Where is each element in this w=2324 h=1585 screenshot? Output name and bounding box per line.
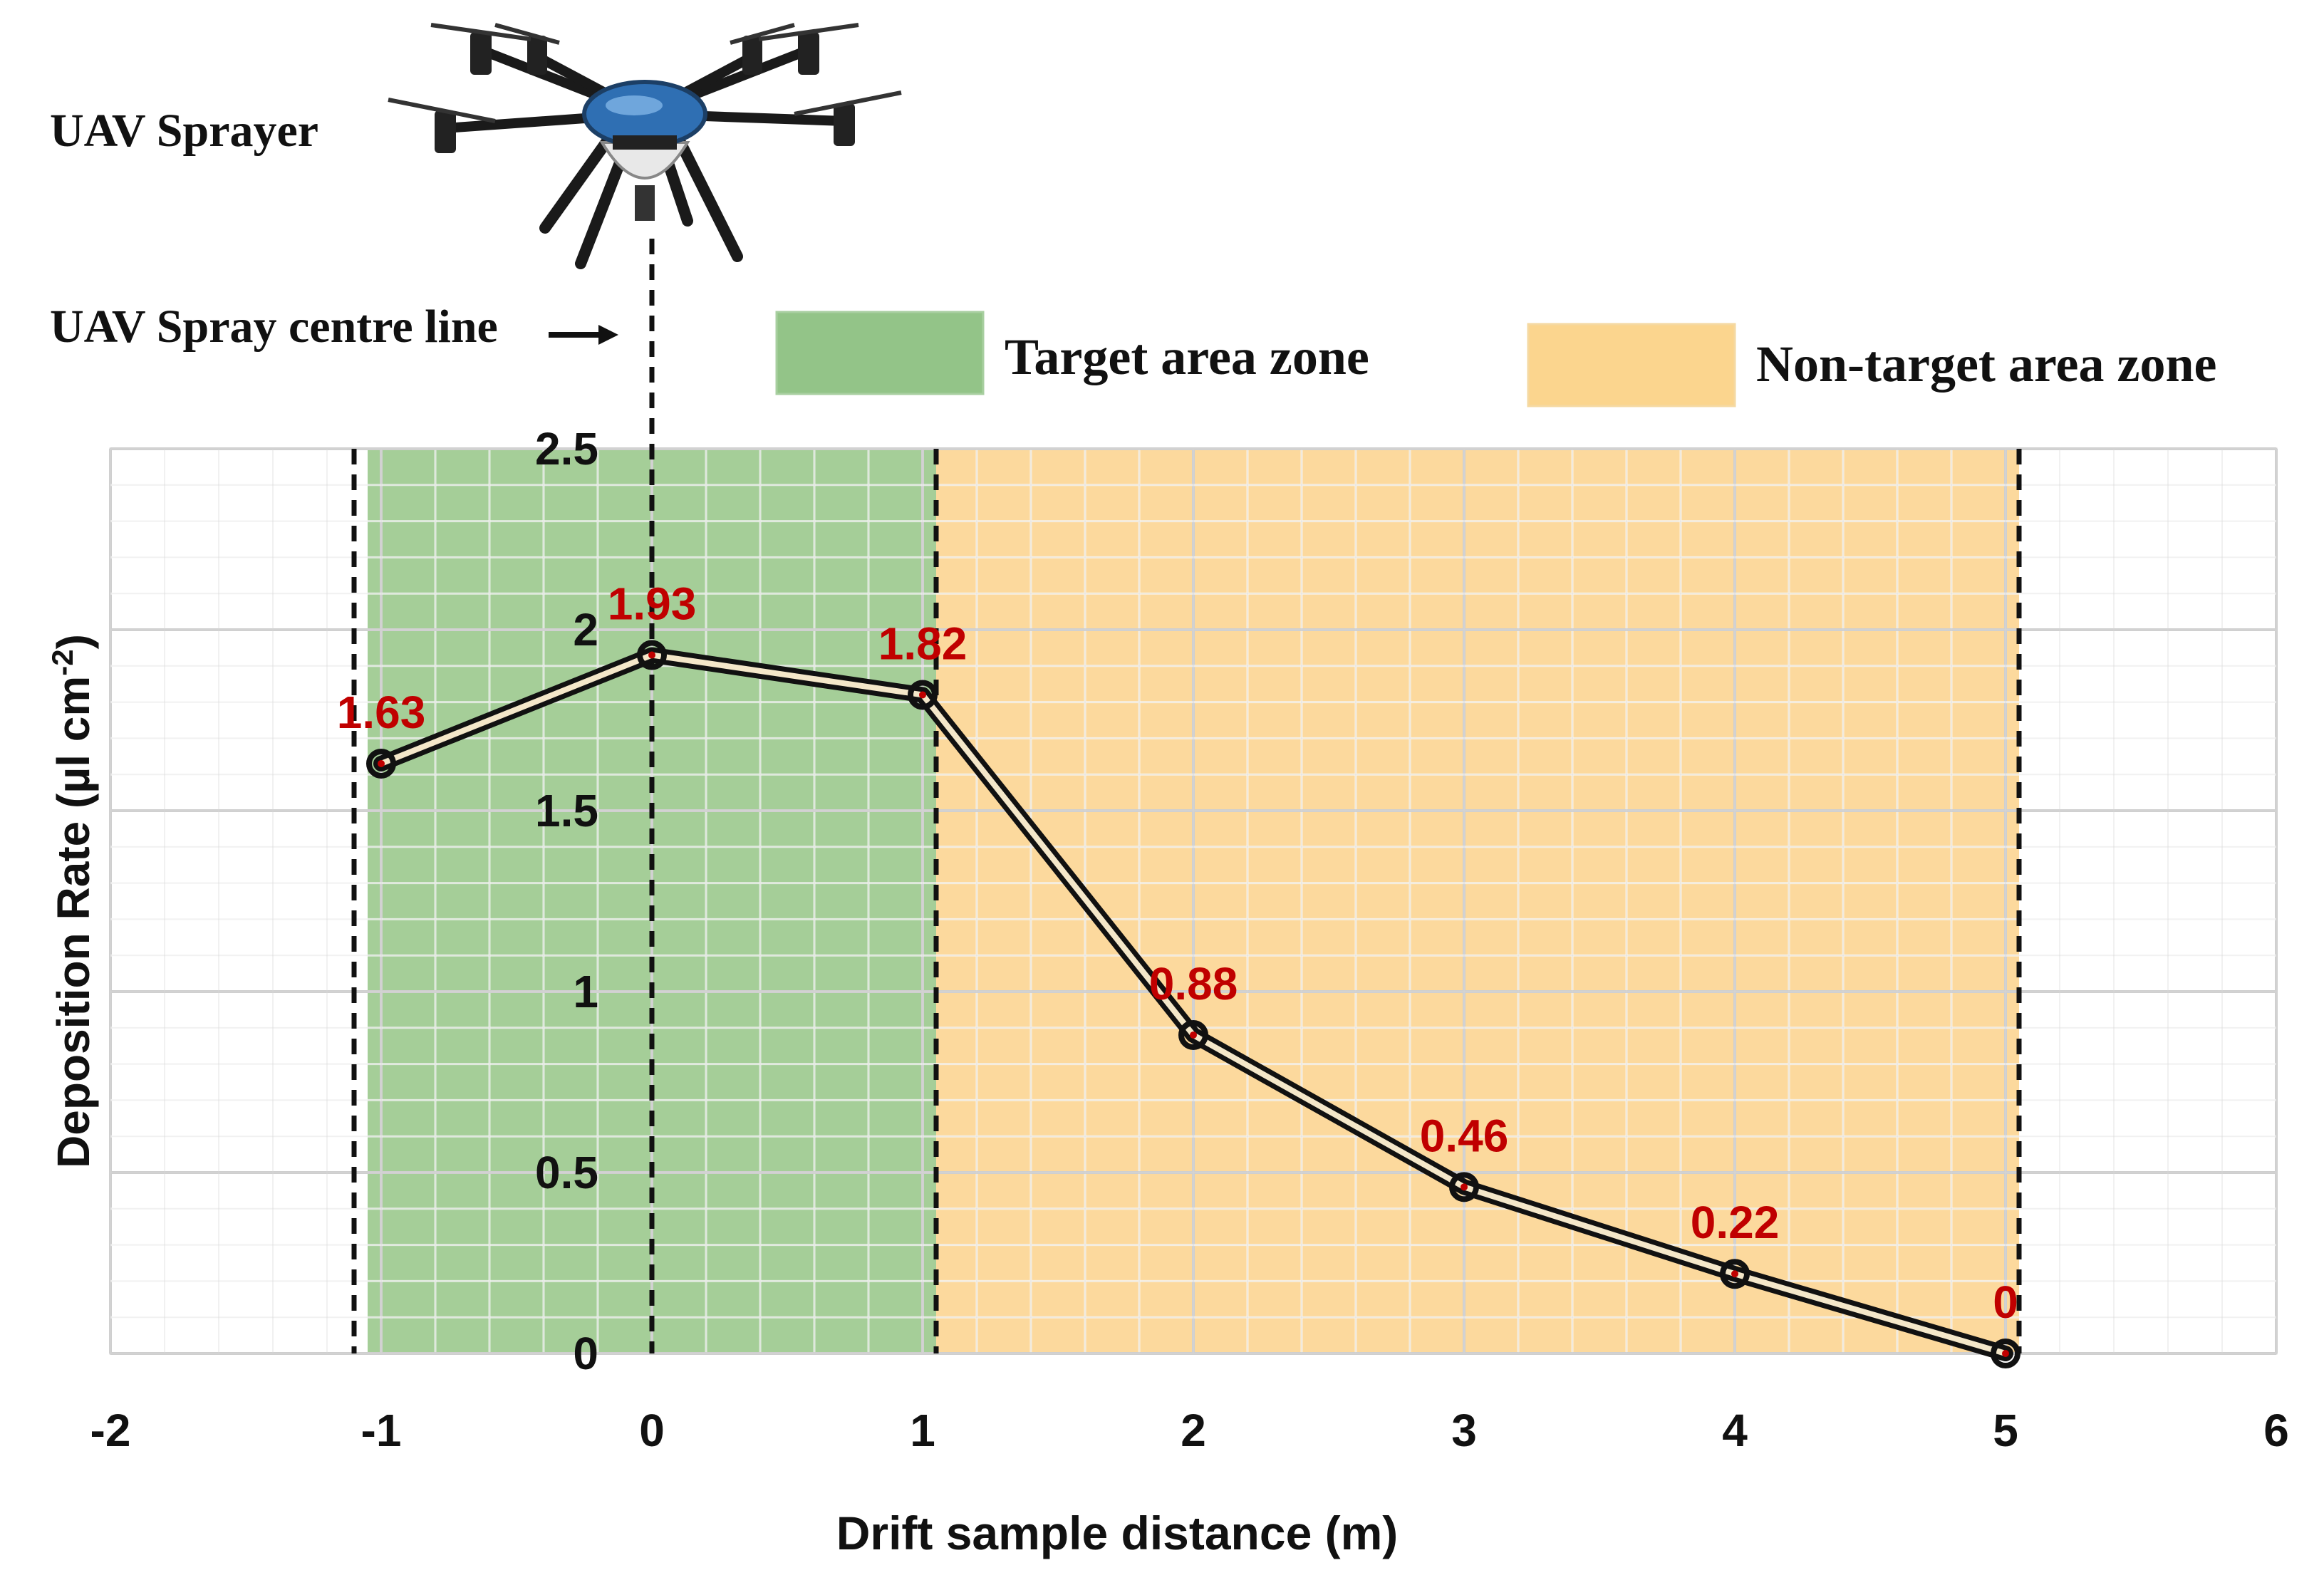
data-point bbox=[1991, 1339, 2020, 1368]
data-label: 0.88 bbox=[1149, 958, 1238, 1009]
y-tick-label: 1.5 bbox=[535, 785, 598, 836]
y-tick-label: 2.5 bbox=[535, 423, 598, 474]
legend: Target area zone Non-target area zone bbox=[775, 311, 2216, 407]
non-target-zone bbox=[936, 449, 2019, 1353]
uav-sprayer-label: UAV Sprayer bbox=[50, 105, 318, 157]
legend-label-target: Target area zone bbox=[1005, 328, 1369, 385]
y-axis-title-sup: -2 bbox=[46, 649, 79, 675]
data-point bbox=[1449, 1172, 1479, 1202]
data-point-center bbox=[1731, 1270, 1738, 1278]
spray-centre-line-label: UAV Spray centre line bbox=[50, 301, 498, 353]
y-axis-title-main: Deposition Rate (µl cm bbox=[48, 676, 99, 1168]
data-point-center bbox=[919, 691, 926, 699]
data-point-center bbox=[1461, 1183, 1468, 1191]
data-point-center bbox=[648, 651, 655, 659]
data-label: 1.93 bbox=[608, 578, 697, 630]
legend-label-non-target: Non-target area zone bbox=[1756, 336, 2216, 393]
data-label: 1.82 bbox=[878, 618, 968, 669]
data-point-center bbox=[1190, 1031, 1197, 1039]
reference-lines bbox=[351, 239, 2022, 1353]
x-tick-label: 4 bbox=[1722, 1405, 1748, 1456]
y-tick-label: 0 bbox=[573, 1328, 598, 1379]
legend-swatch-non-target bbox=[1527, 323, 1736, 407]
grid-layer bbox=[109, 447, 2278, 1355]
y-tick-label: 0.5 bbox=[535, 1147, 598, 1198]
data-point-center bbox=[2002, 1350, 2009, 1357]
data-point bbox=[1720, 1259, 1750, 1289]
data-labels: 1.63 1.93 1.82 0.88 0.46 0.22 0 bbox=[337, 578, 2018, 1328]
y-tick-label: 1 bbox=[573, 966, 598, 1017]
x-tick-label: -1 bbox=[361, 1405, 402, 1456]
x-tick-label: 6 bbox=[2263, 1405, 2289, 1456]
legend-swatch-target bbox=[775, 311, 985, 395]
x-tick-label: 1 bbox=[910, 1405, 935, 1456]
tick-labels: -2 -1 0 1 2 3 4 5 6 0 0.5 1 1.5 2 2.5 bbox=[90, 423, 2289, 1456]
y-axis-title: Deposition Rate (µl cm-2) bbox=[46, 634, 100, 1168]
data-label: 0.46 bbox=[1420, 1110, 1509, 1161]
uav-drone-icon bbox=[388, 23, 902, 269]
x-tick-label: 5 bbox=[1993, 1405, 2018, 1456]
data-label: 1.63 bbox=[337, 687, 426, 738]
data-point bbox=[637, 640, 667, 670]
y-tick-label: 2 bbox=[573, 604, 598, 655]
x-tick-label: 0 bbox=[639, 1405, 665, 1456]
x-tick-label: -2 bbox=[90, 1405, 131, 1456]
y-axis-title-close: ) bbox=[48, 634, 99, 649]
data-point bbox=[1178, 1019, 1208, 1050]
spray-centre-arrow bbox=[549, 325, 618, 345]
data-label: 0 bbox=[1993, 1277, 2018, 1328]
data-point-center bbox=[378, 759, 385, 767]
x-tick-label: 2 bbox=[1181, 1405, 1206, 1456]
data-label: 0.22 bbox=[1691, 1197, 1780, 1248]
data-point bbox=[366, 748, 396, 779]
data-point bbox=[908, 680, 938, 710]
x-tick-label: 3 bbox=[1451, 1405, 1477, 1456]
x-axis-title: Drift sample distance (m) bbox=[836, 1507, 1399, 1559]
series-layer bbox=[366, 640, 2020, 1368]
